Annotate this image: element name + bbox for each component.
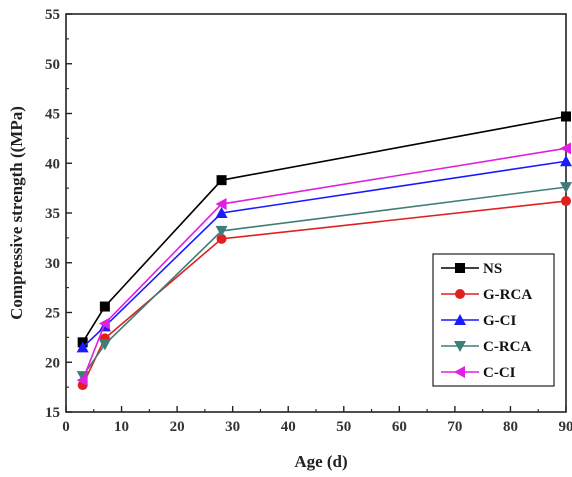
data-point-c-ci	[98, 317, 110, 330]
legend-item-c-ci: C-CI	[441, 365, 516, 381]
data-point-c-ci	[215, 198, 227, 211]
y-tick-label: 20	[45, 355, 60, 371]
y-tick-label: 35	[45, 206, 60, 222]
series-line-ns	[81, 115, 567, 343]
y-tick-label: 30	[45, 256, 60, 272]
x-tick-label: 70	[447, 419, 462, 435]
data-point-c-rca	[98, 339, 111, 351]
legend-marker	[455, 263, 465, 273]
legend-item-c-rca: C-RCA	[441, 339, 531, 355]
data-point-c-ci	[76, 374, 88, 387]
series-line-c-ci	[81, 147, 567, 381]
x-tick-label: 0	[62, 419, 70, 435]
legend-marker	[454, 366, 465, 378]
data-point-c-ci	[560, 142, 571, 155]
legend-item-ns: NS	[441, 261, 502, 277]
series-c-rca	[76, 182, 572, 383]
series-c-ci	[76, 142, 571, 387]
data-point-g-ci	[215, 207, 228, 218]
legend-label: C-RCA	[483, 339, 531, 355]
y-tick-label: 25	[45, 306, 60, 322]
x-axis-title: Age (d)	[294, 452, 347, 471]
data-point-g-rca	[216, 233, 227, 244]
y-tick-label: 55	[45, 7, 60, 23]
x-tick-label: 20	[170, 419, 185, 435]
legend-marker	[455, 289, 465, 299]
y-tick-label: 45	[45, 107, 60, 123]
legend-label: NS	[483, 261, 502, 277]
legend-marker	[454, 314, 466, 325]
data-point-g-ci	[76, 341, 89, 353]
y-tick-label: 50	[45, 57, 60, 73]
legend-item-g-ci: G-CI	[441, 313, 516, 329]
legend-label: C-CI	[483, 365, 516, 381]
y-tick-label: 15	[45, 405, 60, 421]
data-point-c-rca	[215, 225, 228, 237]
data-point-g-ci	[560, 155, 572, 167]
x-tick-label: 90	[559, 419, 572, 435]
y-tick-label: 40	[45, 156, 60, 172]
x-tick-label: 30	[225, 419, 240, 435]
data-point-ns	[99, 301, 110, 312]
x-tick-label: 60	[392, 419, 407, 435]
legend-label: G-RCA	[483, 287, 532, 303]
x-tick-label: 40	[281, 419, 296, 435]
y-axis-title: Compressive strength ((MPa)	[7, 106, 26, 320]
x-tick-label: 10	[114, 419, 129, 435]
x-tick-label: 50	[336, 419, 351, 435]
data-point-ns	[561, 111, 571, 122]
legend-item-g-rca: G-RCA	[441, 287, 532, 303]
series-line-g-ci	[82, 160, 567, 348]
data-point-ns	[216, 175, 227, 186]
data-point-c-rca	[560, 182, 572, 194]
legend-marker	[454, 341, 466, 352]
series-line-c-rca	[82, 186, 567, 377]
data-point-g-rca	[561, 196, 571, 207]
x-tick-label: 80	[503, 419, 518, 435]
legend-label: G-CI	[483, 313, 516, 329]
